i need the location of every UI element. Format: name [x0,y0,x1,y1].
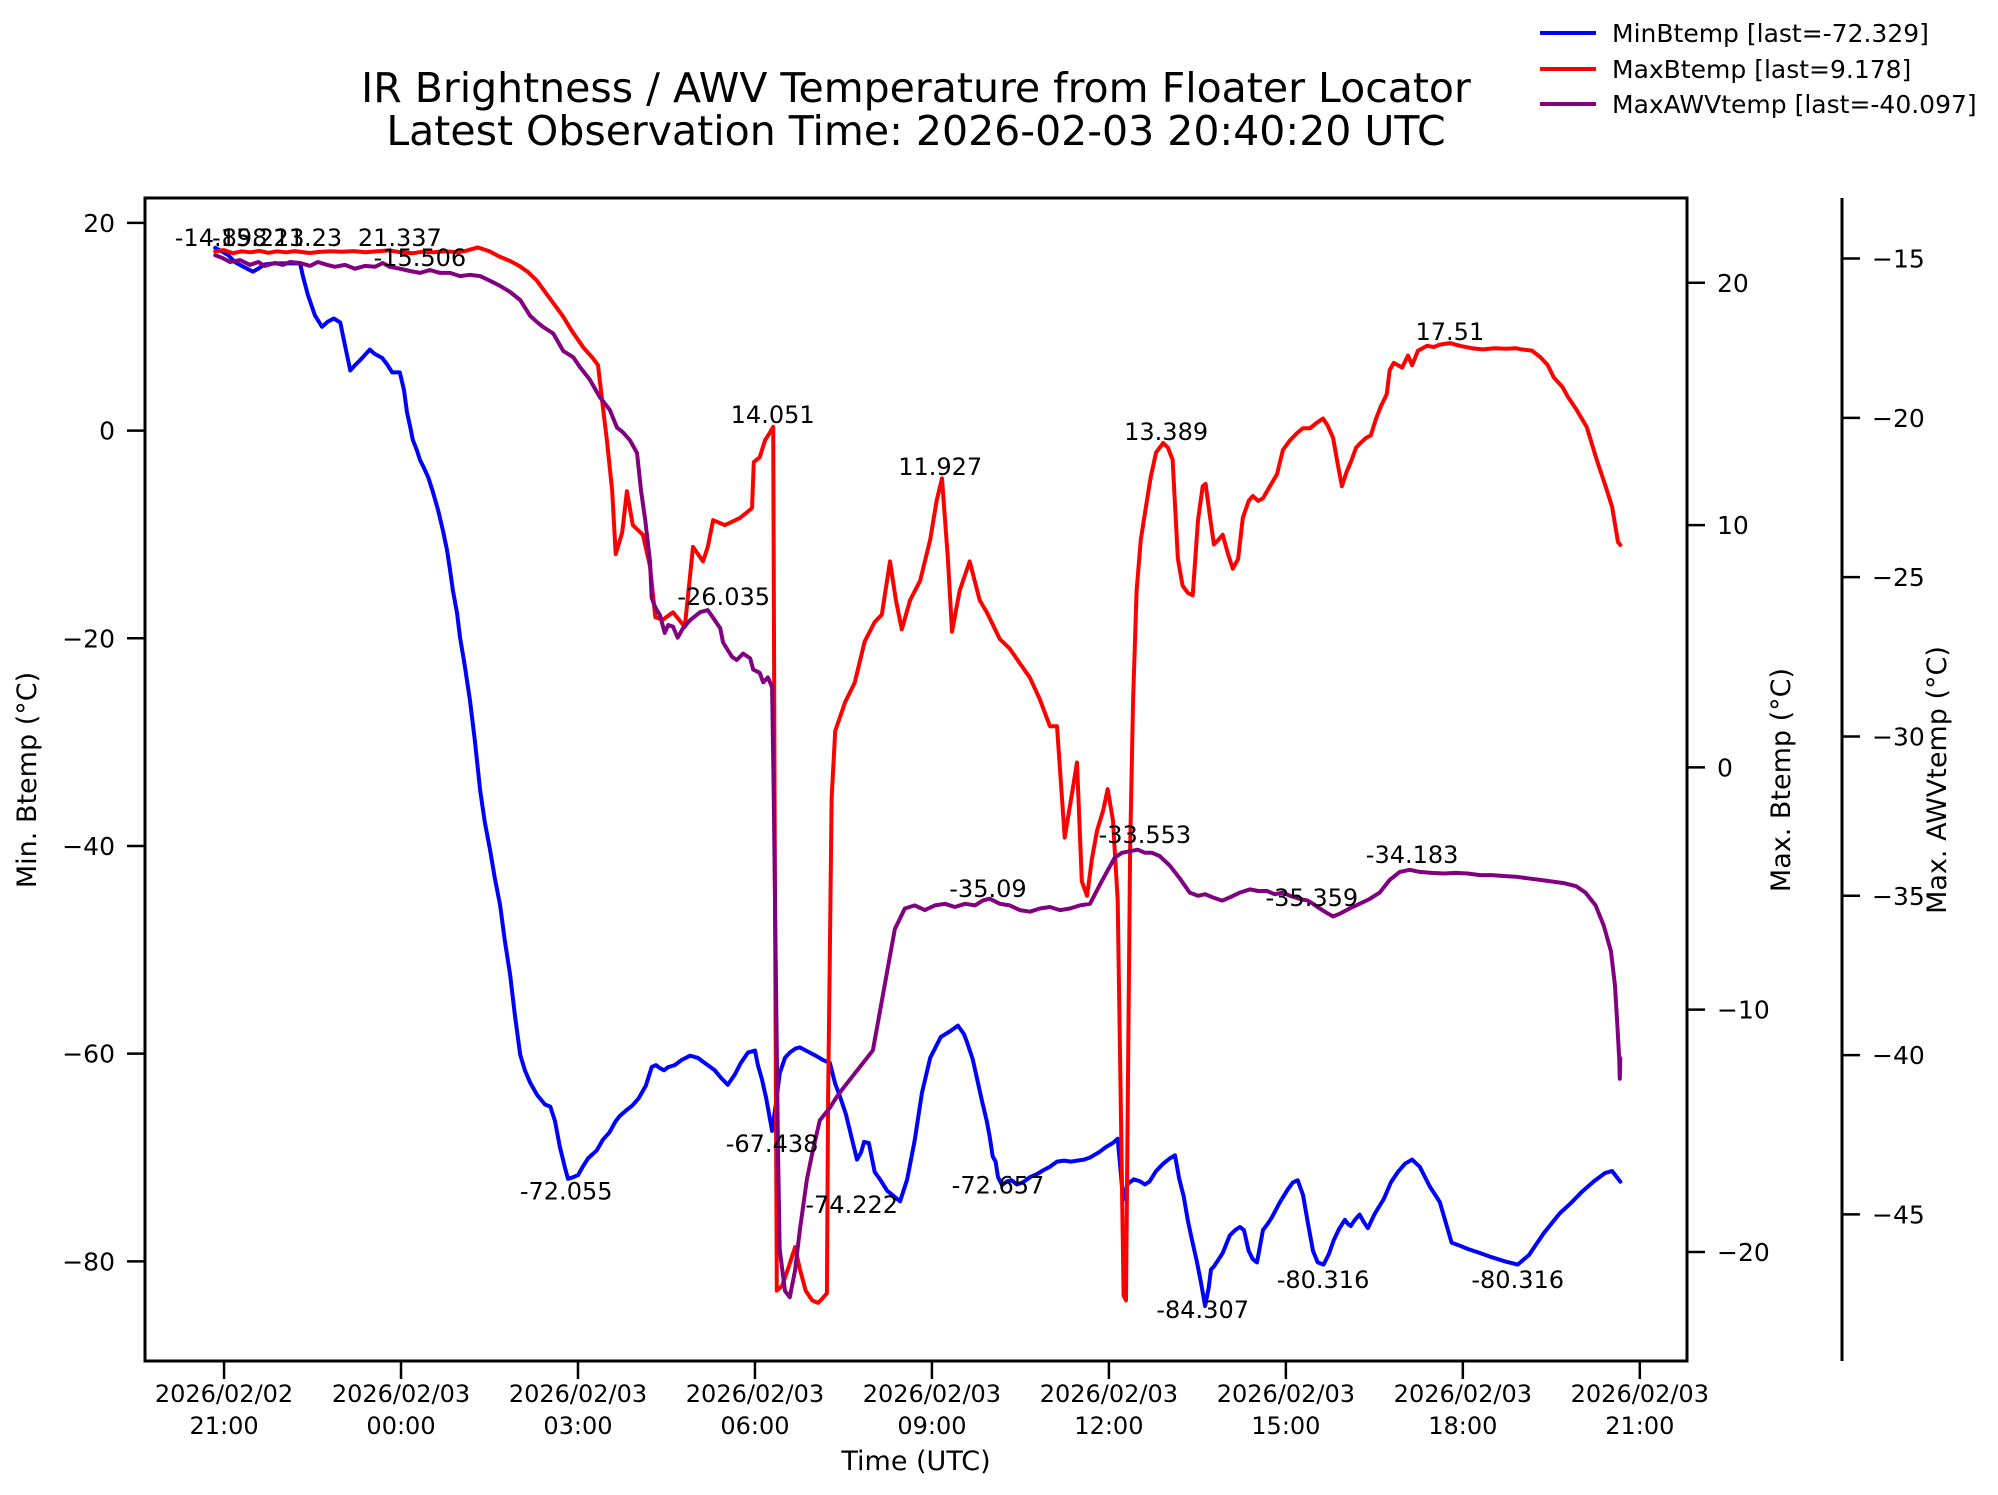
annotation-label: -80.316 [1471,1266,1564,1294]
y-right2-tick-label: −35 [1872,882,1925,911]
y-right2-tick-label: −40 [1872,1041,1925,1070]
x-tick-label: 2026/02/03 [332,1380,470,1408]
annotation-label: -80.316 [1277,1266,1370,1294]
y-right2-tick-label: −20 [1872,404,1925,433]
y-right-tick-label: 20 [1717,269,1749,298]
y-right2-tick-label: −25 [1872,563,1925,592]
legend-label: MinBtemp [last=-72.329] [1612,19,1929,48]
plot-border [143,196,1689,1363]
y-right-tick-label: −10 [1717,996,1770,1025]
annotation-label: -14.898 [175,224,268,252]
series-maxawvtemp [213,253,1623,1300]
annotation-label: 13.389 [1124,418,1208,446]
x-tick-label: 2026/02/03 [1040,1380,1178,1408]
y-axis-label-right2: Max. AWVtemp (°C) [1922,646,1953,914]
x-tick-label: 03:00 [543,1412,612,1440]
y-left-tick-label: −40 [62,832,115,861]
x-tick-label: 09:00 [897,1412,966,1440]
y-right2-tick-label: −45 [1872,1200,1925,1229]
annotation-label: 21.23 [273,224,342,252]
x-tick-label: 2026/02/03 [1394,1380,1532,1408]
x-tick-label: 2026/02/02 [155,1380,293,1408]
annotation-label: -15.506 [374,244,467,272]
annotation-label: -67.438 [726,1130,819,1158]
x-tick-label: 00:00 [366,1412,435,1440]
annotation-label: -74.222 [805,1191,898,1219]
x-tick-label: 21:00 [1605,1412,1674,1440]
y-left-tick-label: −80 [62,1247,115,1276]
x-tick-label: 2026/02/03 [1217,1380,1355,1408]
x-tick-label: 15:00 [1251,1412,1320,1440]
x-tick-label: 2026/02/03 [1571,1380,1709,1408]
y-axis-label-left: Min. Btemp (°C) [12,672,43,888]
series-maxbtemp [213,245,1623,1305]
annotation-label: -72.657 [952,1172,1045,1200]
annotation-label: -72.055 [520,1178,613,1206]
chart-dynamic-content: 2026/02/02 21:00 2026/02/03 00:00 2026/02/03… [62,19,1976,1440]
y-left-tick-label: 0 [99,417,115,446]
y-right2-tick-label: −30 [1872,722,1925,751]
y-left-tick-label: −60 [62,1040,115,1069]
x-tick-label: 2026/02/03 [686,1380,824,1408]
y-left-tick-label: 20 [83,209,115,238]
x-tick-label: 06:00 [720,1412,789,1440]
x-axis-label: Time (UTC) [840,1446,990,1477]
annotation-label: -35.09 [949,875,1026,903]
x-tick-label: 2026/02/03 [509,1380,647,1408]
x-tick-label: 12:00 [1074,1412,1143,1440]
y-right2-tick-label: −15 [1872,245,1925,274]
annotation-label: -35.359 [1266,884,1359,912]
y-right-tick-label: 0 [1717,753,1733,782]
annotation-label: -34.183 [1366,841,1459,869]
y-right-tick-label: −20 [1717,1238,1770,1267]
legend-label: MaxAWVtemp [last=-40.097] [1612,90,1977,119]
legend-label: MaxBtemp [last=9.178] [1612,55,1911,84]
annotation-label: -84.307 [1156,1296,1249,1324]
chart-title-line1: IR Brightness / AWV Temperature from Flo… [361,64,1471,112]
x-tick-label: 21:00 [189,1412,258,1440]
x-tick-label: 2026/02/03 [863,1380,1001,1408]
annotation-label: 14.051 [731,401,815,429]
annotation-label: 21.337 [358,224,442,252]
annotation-label: 17.51 [1416,318,1485,346]
y-right-tick-label: 10 [1717,511,1749,540]
annotation-label: -15.213 [212,224,305,252]
y-left-tick-label: −20 [62,624,115,653]
annotation-label: 11.927 [898,453,982,481]
x-tick-label: 18:00 [1428,1412,1497,1440]
chart-title-line2: Latest Observation Time: 2026-02-03 20:4… [386,107,1445,155]
y-axis-label-right: Max. Btemp (°C) [1766,668,1797,892]
series-minbtemp [213,245,1623,1308]
annotation-label: -26.035 [677,583,770,611]
annotation-label: -33.553 [1099,821,1192,849]
